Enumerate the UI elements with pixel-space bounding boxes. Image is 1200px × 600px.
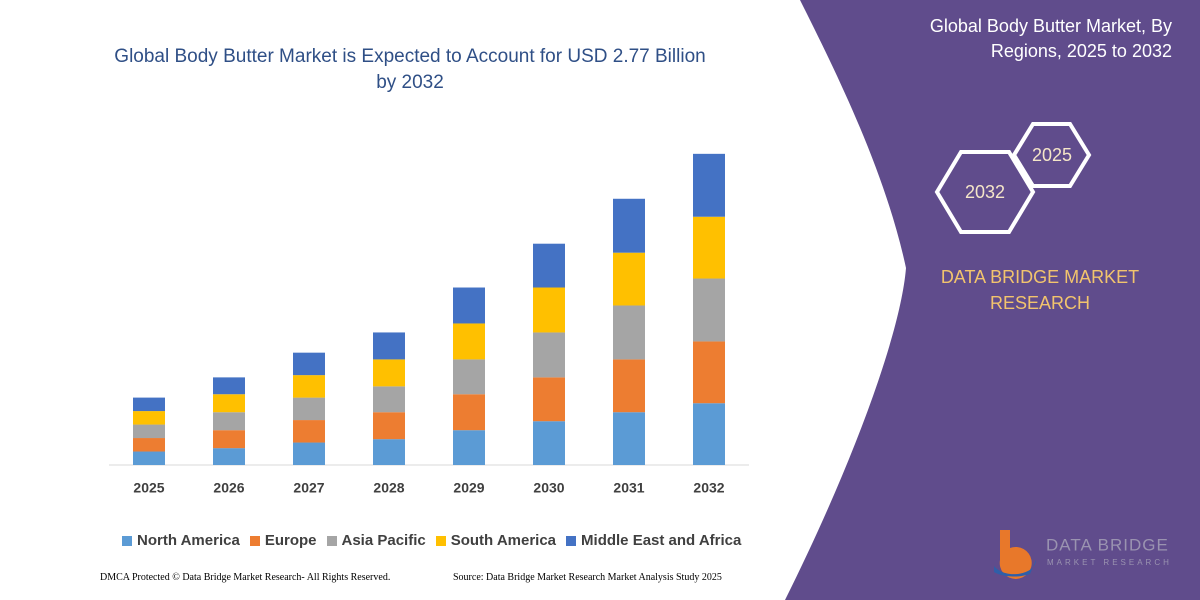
legend-swatch bbox=[249, 535, 260, 546]
x-tick-label: 2025 bbox=[133, 480, 164, 496]
bar-segment bbox=[693, 403, 725, 465]
panel-title: Global Body Butter Market, By Regions, 2… bbox=[929, 16, 1172, 61]
logo-text: MARKET RESEARCH bbox=[1047, 558, 1172, 567]
bar-segment bbox=[613, 252, 645, 306]
bar-segment bbox=[533, 243, 565, 288]
bar-segment bbox=[693, 278, 725, 342]
bar-segment bbox=[133, 451, 165, 465]
bar-segment bbox=[613, 198, 645, 253]
chart-title: Global Body Butter Market is Expected to… bbox=[114, 46, 706, 93]
bar-segment bbox=[373, 359, 405, 387]
x-tick-label: 2026 bbox=[213, 480, 244, 496]
footer-source: Source: Data Bridge Market Research Mark… bbox=[453, 572, 722, 583]
logo-mark bbox=[999, 530, 1032, 579]
legend-item: South America bbox=[435, 532, 557, 549]
bar-segment bbox=[133, 411, 165, 425]
bar-segment bbox=[533, 421, 565, 465]
bar-segment bbox=[693, 153, 725, 217]
bar-segment bbox=[213, 448, 245, 465]
bar-segment bbox=[293, 442, 325, 465]
bar-segment bbox=[533, 287, 565, 333]
legend-item: Asia Pacific bbox=[326, 532, 426, 549]
legend-label: Europe bbox=[264, 532, 317, 549]
x-tick-label: 2031 bbox=[613, 480, 644, 496]
bar-segment bbox=[133, 397, 165, 412]
hexagon bbox=[934, 150, 1036, 234]
x-tick-label: 2032 bbox=[693, 480, 724, 496]
bar-segment bbox=[533, 332, 565, 378]
footer-note: DMCA Protected © Data Bridge Market Rese… bbox=[100, 572, 391, 583]
legend-item: Middle East and Africa bbox=[566, 532, 741, 549]
bar-segment bbox=[453, 359, 485, 395]
bar-segment bbox=[373, 412, 405, 440]
legend-item: Europe bbox=[249, 532, 317, 549]
bar-segment bbox=[293, 352, 325, 376]
legend-label: North America bbox=[137, 532, 240, 549]
hex-label: 2032 bbox=[965, 182, 1005, 202]
bar-segment bbox=[213, 394, 245, 413]
bar-segment bbox=[453, 323, 485, 360]
legend-swatch bbox=[566, 535, 577, 546]
hex-label: 2025 bbox=[1032, 145, 1072, 165]
bar-segment bbox=[213, 377, 245, 395]
legend: North America Europe Asia Pacific South Ame… bbox=[122, 532, 741, 549]
legend-swatch bbox=[435, 535, 446, 546]
x-tick-label: 2029 bbox=[453, 480, 484, 496]
bar-segment bbox=[613, 359, 645, 413]
legend-swatch bbox=[122, 535, 132, 546]
brand: DATA BRIDGE MARKET RESEARCH bbox=[940, 267, 1140, 313]
bar-segment bbox=[293, 420, 325, 443]
bar-segment bbox=[213, 430, 245, 449]
legend-label: Middle East and Africa bbox=[581, 532, 742, 549]
side-panel bbox=[785, 0, 1200, 600]
logo-text: DATA BRIDGE bbox=[1046, 535, 1169, 554]
legend-label: South America bbox=[450, 532, 557, 549]
logo-mark bbox=[994, 560, 1037, 577]
bar-segment bbox=[293, 375, 325, 398]
hexagon bbox=[1011, 122, 1092, 188]
bar-segment bbox=[613, 412, 645, 465]
bar-segment bbox=[373, 439, 405, 465]
bar-segment bbox=[133, 424, 165, 439]
bar-segment bbox=[693, 341, 725, 404]
legend-item: North America bbox=[122, 532, 240, 549]
bar-segment bbox=[453, 287, 485, 324]
x-tick-label: 2030 bbox=[533, 480, 564, 496]
bar-segment bbox=[453, 430, 485, 465]
bar-segment bbox=[373, 386, 405, 413]
bar-segment bbox=[293, 397, 325, 421]
bar-segment bbox=[453, 394, 485, 431]
bar-segment bbox=[613, 305, 645, 360]
bar-segment bbox=[533, 377, 565, 422]
legend-swatch bbox=[326, 535, 337, 546]
bar-segment bbox=[373, 332, 405, 360]
bar-segment bbox=[693, 216, 725, 279]
bar-segment bbox=[133, 438, 165, 452]
legend-label: Asia Pacific bbox=[341, 532, 426, 549]
x-tick-label: 2028 bbox=[373, 480, 404, 496]
x-tick-label: 2027 bbox=[293, 480, 324, 496]
bar-segment bbox=[213, 412, 245, 431]
